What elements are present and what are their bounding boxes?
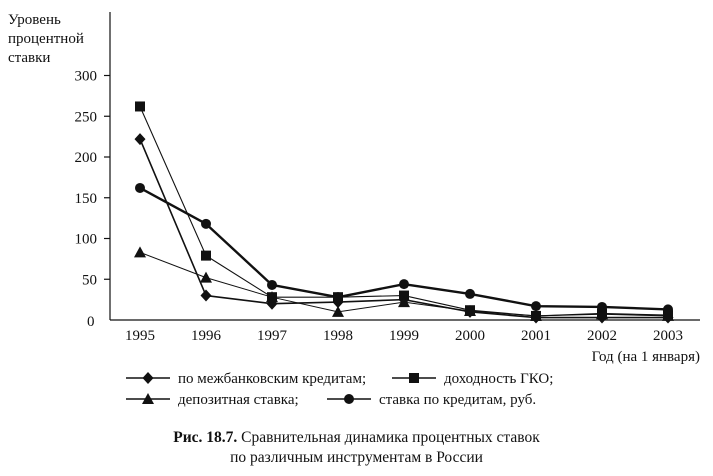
data-point-triangle [332, 305, 344, 317]
x-tick-label: 2003 [653, 328, 683, 344]
x-axis-title: Год (на 1 января) [592, 349, 700, 365]
y-axis-title-line: ставки [8, 50, 50, 66]
data-point-square [399, 290, 409, 301]
data-point-triangle [530, 309, 542, 321]
data-point-triangle [134, 246, 146, 258]
data-point-diamond [200, 289, 212, 302]
y-tick-label: 300 [75, 69, 98, 85]
x-tick-label: 1998 [323, 328, 353, 344]
data-point-circle [344, 394, 354, 404]
y-axis-title: Уровень процентной ставки [8, 12, 84, 66]
y-tick-label: 200 [75, 150, 98, 166]
data-point-square [201, 250, 211, 261]
x-tick-label: 1995 [125, 328, 155, 344]
data-point-square [409, 373, 419, 383]
y-axis-title-line: процентной [8, 31, 84, 47]
origin-label: 0 [87, 314, 95, 330]
data-point-circle [333, 292, 343, 303]
x-tick-label: 2001 [521, 328, 551, 344]
y-tick-label: 100 [75, 232, 98, 248]
data-point-triangle [200, 271, 212, 283]
data-point-circle [201, 218, 211, 229]
data-point-circle [465, 288, 475, 299]
data-point-square [135, 101, 145, 112]
x-axis-ticks: 1995 1996 1997 1998 1999 2000 2001 2002 2003 [125, 328, 683, 344]
y-tick-label: 150 [75, 191, 98, 207]
caption-line-1: Сравнительная динамика процентных ставок [237, 429, 540, 446]
legend-label: ставка по кредитам, руб. [379, 392, 536, 408]
data-point-triangle [596, 308, 608, 320]
data-point-circle [135, 182, 145, 193]
legend: по межбанковским кредитам; доходность ГКО… [126, 371, 553, 408]
legend-label: доходность ГКО; [444, 371, 553, 387]
legend-label: депозитная ставка; [178, 392, 299, 408]
line-chart: Уровень процентной ставки 0 501001502002… [8, 12, 700, 408]
data-point-circle [531, 301, 541, 312]
data-point-diamond [134, 133, 146, 146]
data-point-triangle [398, 296, 410, 308]
x-tick-label: 2000 [455, 328, 485, 344]
figure-caption: Рис. 18.7. Сравнительная динамика процен… [0, 428, 713, 468]
data-point-diamond [142, 372, 154, 384]
series-markers [134, 101, 674, 324]
legend-label: по межбанковским кредитам; [178, 371, 366, 387]
x-tick-label: 1996 [191, 328, 222, 344]
y-tick-label: 250 [75, 109, 98, 125]
y-axis-ticks: 50 100 150 200 250 300 [75, 69, 110, 288]
x-tick-label: 1997 [257, 328, 288, 344]
data-point-circle [663, 304, 673, 315]
data-point-triangle [662, 309, 674, 321]
figure-number: Рис. 18.7. [173, 429, 238, 446]
y-axis-title-line: Уровень [8, 12, 61, 28]
data-point-triangle [464, 305, 476, 317]
data-point-circle [267, 279, 277, 290]
data-point-circle [399, 279, 409, 290]
data-point-circle [597, 301, 607, 312]
caption-line-2: по различным инструментам в России [230, 449, 483, 466]
data-point-triangle [142, 393, 154, 404]
x-tick-label: 1999 [389, 328, 419, 344]
x-tick-label: 2002 [587, 328, 617, 344]
y-tick-label: 50 [82, 272, 97, 288]
data-point-triangle [266, 291, 278, 303]
